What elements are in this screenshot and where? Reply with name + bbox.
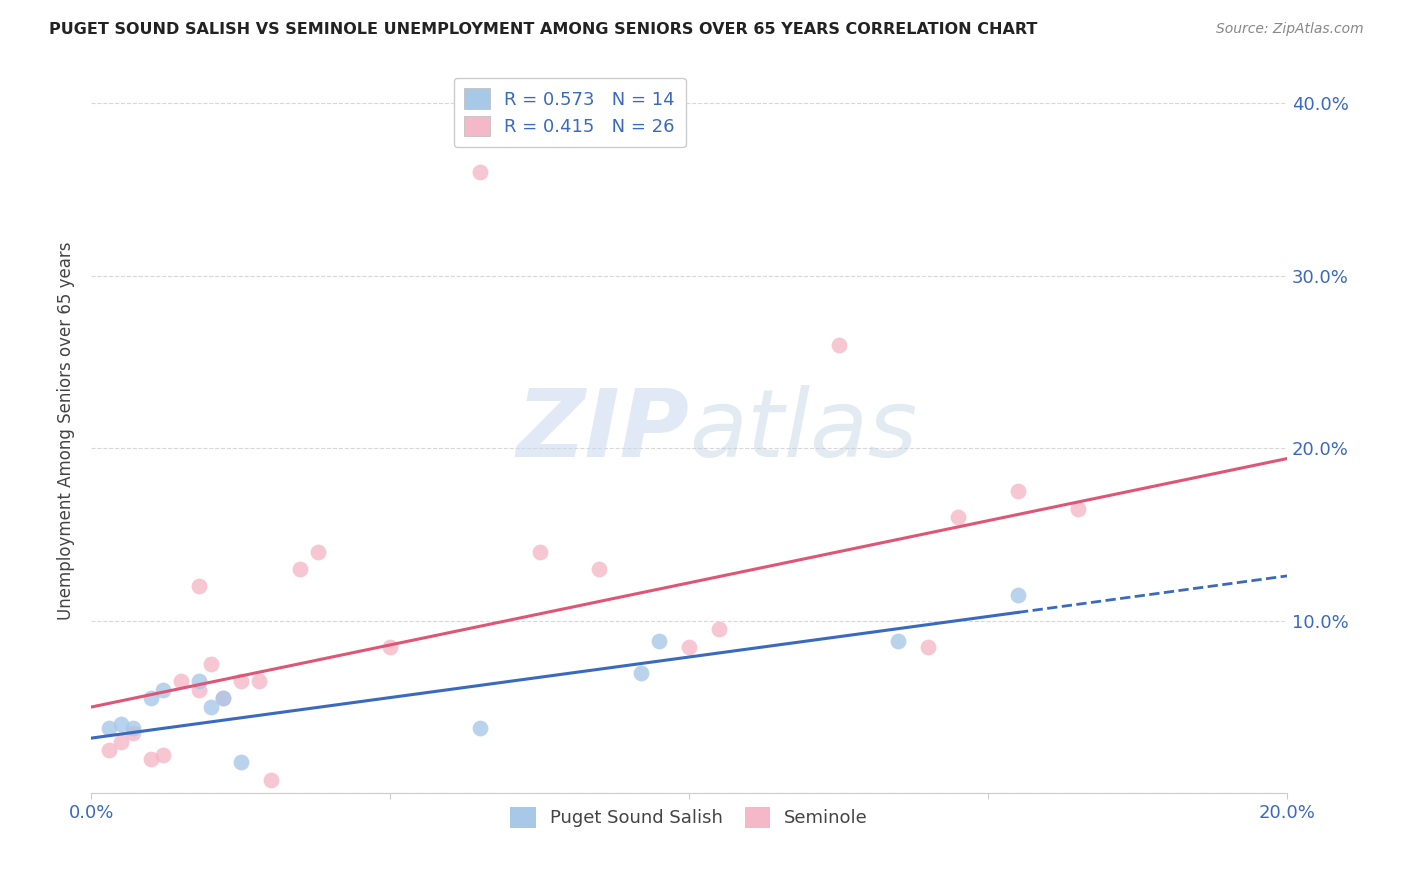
Y-axis label: Unemployment Among Seniors over 65 years: Unemployment Among Seniors over 65 years (58, 242, 75, 620)
Point (678, 640, 700, 654)
Text: PUGET SOUND SALISH VS SEMINOLE UNEMPLOYMENT AMONG SENIORS OVER 65 YEARS CORRELAT: PUGET SOUND SALISH VS SEMINOLE UNEMPLOYM… (49, 22, 1038, 37)
Point (211, 691, 233, 706)
Point (1007, 484, 1029, 499)
Point (290, 562, 312, 576)
Point (588, 562, 610, 576)
Point (200, 700, 222, 714)
Point (378, 640, 401, 654)
Point (948, 510, 970, 524)
Point (247, 674, 270, 689)
Point (307, 545, 329, 559)
Point (122, 726, 145, 740)
Point (139, 691, 162, 706)
Point (152, 748, 174, 763)
Point (110, 734, 132, 748)
Point (200, 657, 222, 671)
Point (211, 691, 233, 706)
Point (827, 337, 849, 351)
Text: ZIP: ZIP (516, 385, 689, 477)
Point (229, 756, 252, 770)
Point (1067, 501, 1090, 516)
Point (630, 665, 652, 680)
Point (139, 752, 162, 766)
Point (917, 640, 939, 654)
Point (98, 743, 121, 757)
Point (707, 623, 730, 637)
Point (648, 634, 671, 648)
Point (187, 682, 209, 697)
Point (152, 682, 174, 697)
Point (170, 674, 193, 689)
Point (187, 579, 209, 593)
Text: atlas: atlas (689, 385, 917, 476)
Point (468, 721, 491, 735)
Point (259, 772, 281, 787)
Text: Source: ZipAtlas.com: Source: ZipAtlas.com (1216, 22, 1364, 37)
Point (98, 721, 121, 735)
Point (187, 674, 209, 689)
Point (122, 721, 145, 735)
Point (229, 674, 252, 689)
Point (110, 717, 132, 731)
Legend: Puget Sound Salish, Seminole: Puget Sound Salish, Seminole (503, 800, 875, 835)
Point (887, 634, 910, 648)
Point (1007, 588, 1029, 602)
Point (468, 165, 491, 179)
Point (529, 545, 551, 559)
